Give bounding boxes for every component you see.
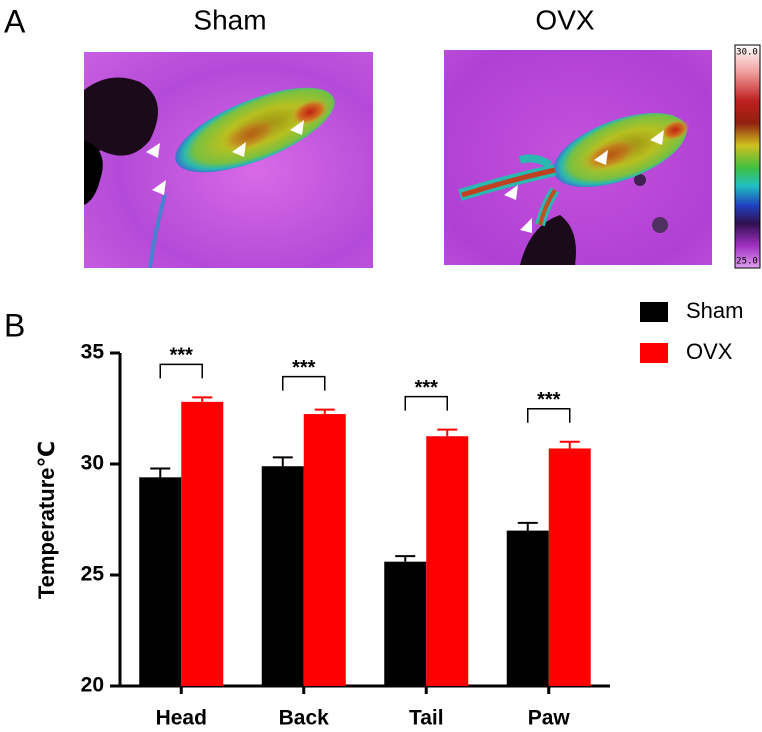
bar <box>139 477 182 686</box>
image-title: Sham <box>193 4 266 35</box>
bar <box>548 448 591 686</box>
colorbar-tick-label: 25.0 <box>736 257 758 267</box>
colorbar <box>734 44 761 269</box>
x-tick-label: Back <box>279 707 330 730</box>
error-bar <box>517 521 538 531</box>
panel-label: B <box>4 307 25 343</box>
y-tick-label: 25 <box>81 563 105 586</box>
error-bar <box>314 408 335 415</box>
bar <box>506 530 549 686</box>
legend-label: OVX <box>686 339 733 364</box>
error-bar <box>150 467 171 478</box>
error-bar <box>559 440 580 449</box>
error-bar <box>395 555 416 562</box>
error-bar <box>437 428 458 437</box>
y-tick-label: 20 <box>81 674 104 697</box>
significance-label: *** <box>170 345 194 367</box>
significance-label: *** <box>292 357 316 379</box>
x-tick-label: Tail <box>409 707 444 730</box>
image-title: OVX <box>535 4 594 35</box>
thermal-image <box>444 50 712 265</box>
error-bar <box>192 396 213 402</box>
bar <box>426 436 469 686</box>
bar <box>303 414 346 686</box>
panel-label: A <box>4 3 26 39</box>
y-tick-label: 30 <box>81 452 104 475</box>
significance-label: *** <box>537 389 561 411</box>
significance-label: *** <box>415 377 439 399</box>
error-bar <box>272 456 293 467</box>
y-axis-label: Temperature℃ <box>34 441 59 599</box>
legend-label: Sham <box>686 298 743 323</box>
significance-bracket <box>404 395 448 411</box>
significance-bracket <box>527 408 571 423</box>
bar <box>261 466 304 686</box>
bar <box>384 561 427 686</box>
significance-bracket <box>159 363 203 379</box>
significance-bracket <box>282 375 326 391</box>
thermal-image <box>84 52 373 269</box>
x-tick-label: Head <box>156 707 207 730</box>
x-tick-label: Paw <box>528 707 571 730</box>
colorbar-tick-label: 30.0 <box>736 48 758 58</box>
legend-swatch <box>640 343 668 363</box>
bar <box>181 401 224 686</box>
y-tick-label: 35 <box>81 341 105 364</box>
legend-swatch <box>640 302 668 322</box>
